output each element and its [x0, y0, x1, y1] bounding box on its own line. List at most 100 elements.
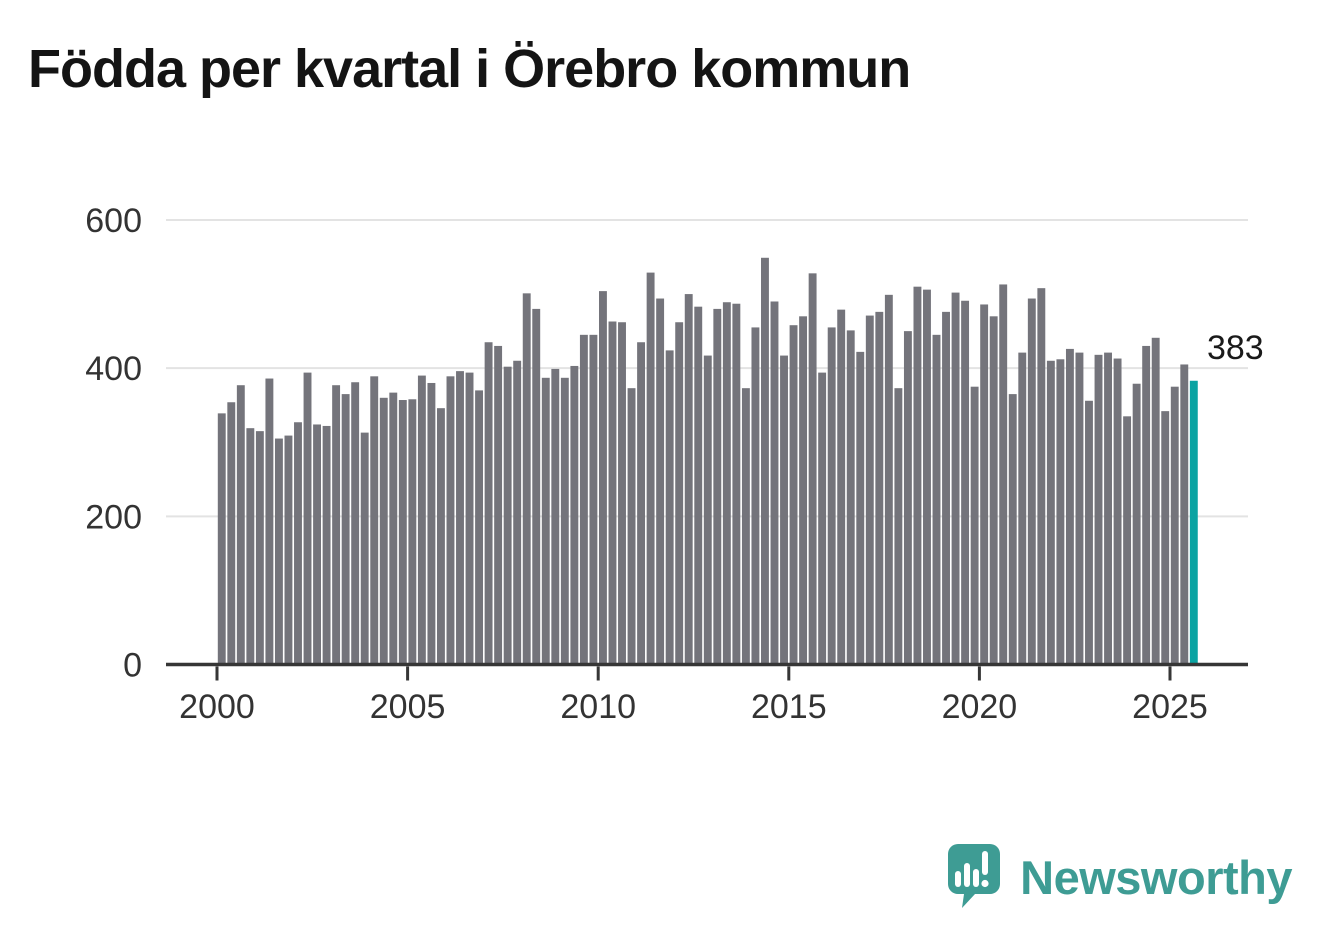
bar-2022 Q2 — [1065, 348, 1074, 665]
bar-2006 Q3 — [465, 372, 474, 665]
bar-2018 Q2 — [913, 286, 922, 665]
bar-2013 Q1 — [713, 308, 722, 665]
bar-2022 Q4 — [1085, 400, 1093, 665]
bar-2008 Q1 — [522, 293, 531, 665]
bar-2023 Q1 — [1094, 354, 1103, 665]
bar-2025 Q2 — [1180, 364, 1189, 665]
bar-2008 Q4 — [551, 368, 560, 665]
bar-2013 Q2 — [722, 302, 731, 665]
bar-2024 Q4 — [1161, 411, 1170, 665]
bar-2011 Q3 — [656, 298, 665, 665]
bar-2008 Q2 — [532, 308, 541, 665]
bar-2001 Q1 — [255, 431, 264, 665]
bar-2021 Q1 — [1018, 352, 1027, 665]
bar-2000 Q1 — [217, 413, 226, 665]
bar-2002 Q1 — [294, 422, 302, 665]
bar-2004 Q2 — [379, 397, 388, 665]
bar-2007 Q2 — [494, 345, 503, 665]
bar-2009 Q4 — [589, 334, 598, 665]
bar-2014 Q4 — [780, 355, 788, 665]
bar-2008 Q3 — [541, 377, 550, 665]
y-tick-label-200: 200 — [85, 498, 142, 536]
bar-2007 Q1 — [484, 342, 493, 665]
bar-2013 Q3 — [732, 303, 741, 665]
x-tick-label-2025: 2025 — [1132, 688, 1208, 726]
bar-2015 Q2 — [799, 316, 808, 665]
bar-2019 Q3 — [961, 300, 970, 665]
bar-2014 Q1 — [751, 327, 760, 665]
bar-2003 Q4 — [360, 432, 369, 665]
speech-bubble-bar-chart-icon — [948, 844, 1001, 908]
bar-2007 Q4 — [513, 360, 522, 665]
bar-2024 Q1 — [1132, 383, 1141, 665]
bar-2020 Q2 — [989, 316, 998, 665]
bar-2025 Q1 — [1170, 386, 1179, 665]
bar-2002 Q3 — [313, 424, 321, 665]
bar-2000 Q3 — [236, 385, 245, 665]
bar-2017 Q2 — [875, 311, 884, 665]
bar-2023 Q2 — [1104, 352, 1112, 665]
bar-2009 Q2 — [570, 365, 579, 665]
bar-2021 Q4 — [1046, 360, 1055, 665]
x-tick-label-2010: 2010 — [560, 688, 636, 726]
highlight-value-label: 383 — [1207, 329, 1264, 367]
bar-2017 Q3 — [884, 294, 893, 665]
bar-2012 Q4 — [703, 355, 712, 665]
bar-2018 Q4 — [932, 334, 941, 665]
bar-2014 Q2 — [761, 257, 769, 665]
bar-2017 Q1 — [865, 315, 874, 665]
bar-2001 Q4 — [284, 435, 293, 665]
bar-2005 Q4 — [436, 408, 445, 665]
bar-2005 Q1 — [408, 399, 417, 665]
bar-2001 Q3 — [274, 438, 283, 665]
bar-2012 Q3 — [694, 306, 703, 665]
x-tick-label-2020: 2020 — [942, 688, 1018, 726]
bar-highlight-2025 Q3 — [1189, 380, 1198, 665]
bar-2019 Q2 — [951, 292, 960, 665]
bar-2006 Q4 — [475, 390, 484, 665]
page-title: Födda per kvartal i Örebro kommun — [28, 39, 911, 99]
bar-2013 Q4 — [741, 388, 750, 665]
bar-2003 Q3 — [351, 382, 360, 665]
bar-2002 Q4 — [322, 425, 331, 665]
bar-2024 Q3 — [1151, 337, 1160, 665]
newsworthy-logo: Newsworthy — [944, 842, 1292, 912]
bar-2009 Q3 — [579, 334, 588, 665]
bar-2020 Q3 — [999, 284, 1008, 665]
bar-2016 Q4 — [856, 351, 865, 665]
bar-2010 Q2 — [608, 321, 617, 665]
bar-2021 Q3 — [1037, 288, 1046, 665]
bar-2003 Q2 — [341, 394, 350, 665]
bar-2009 Q1 — [560, 377, 569, 665]
bar-2003 Q1 — [332, 385, 341, 665]
bar-2005 Q2 — [417, 375, 426, 665]
bar-2006 Q1 — [446, 376, 455, 665]
bar-2015 Q3 — [808, 273, 817, 665]
bar-2011 Q4 — [665, 350, 674, 665]
bar-2014 Q3 — [770, 301, 779, 665]
bar-2010 Q4 — [627, 388, 636, 665]
bar-2021 Q2 — [1027, 298, 1036, 665]
bar-2000 Q2 — [227, 402, 236, 665]
bar-2006 Q2 — [456, 371, 464, 665]
bar-2017 Q4 — [894, 388, 903, 665]
bar-2011 Q2 — [646, 272, 655, 665]
bar-2020 Q1 — [980, 304, 989, 665]
x-tick-label-2005: 2005 — [370, 688, 446, 726]
y-tick-label-400: 400 — [85, 350, 142, 388]
bar-2023 Q4 — [1123, 416, 1132, 665]
bar-2023 Q3 — [1113, 358, 1122, 665]
y-tick-label-600: 600 — [85, 202, 142, 240]
bar-2011 Q1 — [637, 342, 646, 665]
bar-2022 Q1 — [1056, 359, 1065, 665]
bar-2007 Q3 — [503, 366, 512, 665]
bar-2022 Q3 — [1075, 352, 1084, 665]
bar-2018 Q3 — [923, 289, 931, 665]
bar-2012 Q1 — [675, 322, 684, 665]
bar-2020 Q4 — [1008, 394, 1017, 665]
x-tick-label-2015: 2015 — [751, 688, 827, 726]
bar-2024 Q2 — [1142, 345, 1151, 665]
bar-2010 Q1 — [599, 291, 607, 665]
bar-2012 Q2 — [684, 294, 693, 665]
